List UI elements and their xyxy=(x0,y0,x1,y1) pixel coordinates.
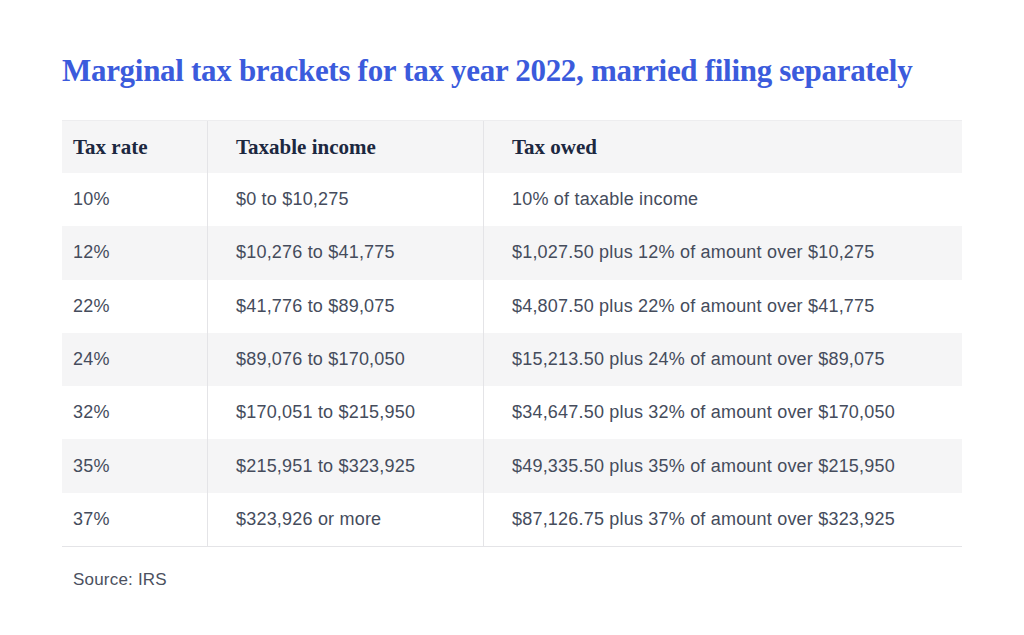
page-title: Marginal tax brackets for tax year 2022,… xyxy=(62,54,982,88)
table-body: 10% $0 to $10,275 10% of taxable income … xyxy=(62,173,962,546)
cell-tax-rate: 32% xyxy=(62,386,207,439)
table-row: 32% $170,051 to $215,950 $34,647.50 plus… xyxy=(62,386,962,439)
cell-tax-owed: $4,807.50 plus 22% of amount over $41,77… xyxy=(483,280,962,333)
table-header-row: Tax rate Taxable income Tax owed xyxy=(62,120,962,173)
table-row: 35% $215,951 to $323,925 $49,335.50 plus… xyxy=(62,439,962,492)
table-row: 10% $0 to $10,275 10% of taxable income xyxy=(62,173,962,226)
cell-taxable-income: $10,276 to $41,775 xyxy=(207,226,483,279)
column-header-tax-owed: Tax owed xyxy=(483,121,962,173)
table-row: 22% $41,776 to $89,075 $4,807.50 plus 22… xyxy=(62,280,962,333)
cell-tax-owed: 10% of taxable income xyxy=(483,173,962,226)
cell-tax-owed: $87,126.75 plus 37% of amount over $323,… xyxy=(483,493,962,546)
tax-brackets-figure: Marginal tax brackets for tax year 2022,… xyxy=(0,0,1024,635)
cell-tax-owed: $34,647.50 plus 32% of amount over $170,… xyxy=(483,386,962,439)
table-row: 12% $10,276 to $41,775 $1,027.50 plus 12… xyxy=(62,226,962,279)
cell-tax-rate: 35% xyxy=(62,439,207,492)
cell-tax-rate: 24% xyxy=(62,333,207,386)
cell-tax-owed: $15,213.50 plus 24% of amount over $89,0… xyxy=(483,333,962,386)
cell-taxable-income: $323,926 or more xyxy=(207,493,483,546)
cell-tax-owed: $49,335.50 plus 35% of amount over $215,… xyxy=(483,439,962,492)
cell-tax-rate: 12% xyxy=(62,226,207,279)
column-header-taxable-income: Taxable income xyxy=(207,121,483,173)
column-header-tax-rate: Tax rate xyxy=(62,121,207,173)
cell-tax-rate: 37% xyxy=(62,493,207,546)
cell-tax-rate: 10% xyxy=(62,173,207,226)
cell-tax-rate: 22% xyxy=(62,280,207,333)
cell-tax-owed: $1,027.50 plus 12% of amount over $10,27… xyxy=(483,226,962,279)
source-note: Source: IRS xyxy=(73,570,167,590)
cell-taxable-income: $41,776 to $89,075 xyxy=(207,280,483,333)
table-row: 24% $89,076 to $170,050 $15,213.50 plus … xyxy=(62,333,962,386)
tax-brackets-table: Tax rate Taxable income Tax owed 10% $0 … xyxy=(62,120,962,547)
cell-taxable-income: $89,076 to $170,050 xyxy=(207,333,483,386)
cell-taxable-income: $170,051 to $215,950 xyxy=(207,386,483,439)
table-row: 37% $323,926 or more $87,126.75 plus 37%… xyxy=(62,493,962,546)
cell-taxable-income: $215,951 to $323,925 xyxy=(207,439,483,492)
cell-taxable-income: $0 to $10,275 xyxy=(207,173,483,226)
